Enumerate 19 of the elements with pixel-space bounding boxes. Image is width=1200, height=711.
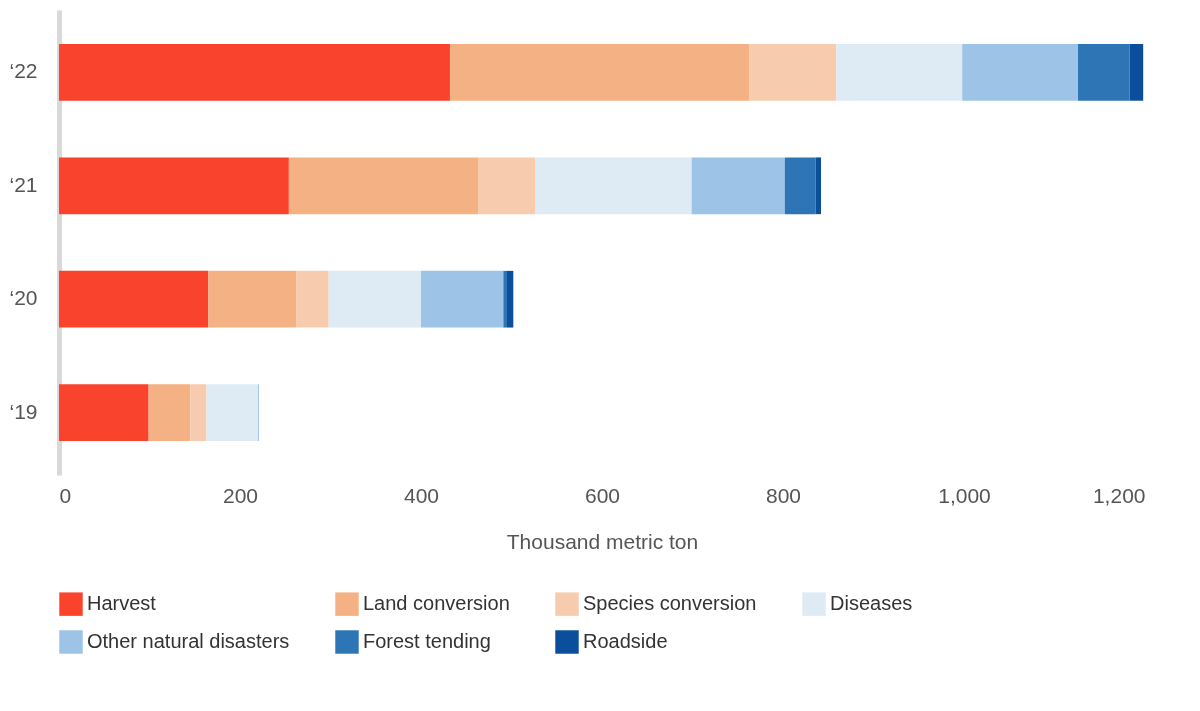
legend-label: Land conversion	[363, 592, 510, 615]
legend-label: Forest tending	[363, 630, 491, 652]
x-tick-label: 800	[765, 483, 802, 507]
y-tick-label: ‘21	[9, 172, 38, 196]
x-tick-label: 600	[584, 483, 621, 507]
legend-label: Other natural disasters	[87, 630, 290, 652]
y-tick-label: ‘19	[9, 399, 38, 423]
x-tick-label: 0	[59, 483, 72, 507]
x-tick-label: 200	[222, 483, 259, 507]
legend-label: Species conversion	[583, 592, 757, 615]
x-tick-label: 1,200	[1092, 483, 1146, 507]
legend-label: Diseases	[830, 592, 913, 615]
x-tick-label: 1,000	[938, 483, 991, 507]
x-tick-label: 400	[403, 483, 440, 507]
y-tick-label: ‘22	[9, 59, 38, 83]
legend-label: Roadside	[583, 630, 668, 652]
x-axis-title: Thousand metric ton	[506, 529, 699, 553]
y-tick-label: ‘20	[9, 286, 38, 310]
legend-label: Harvest	[87, 592, 157, 615]
